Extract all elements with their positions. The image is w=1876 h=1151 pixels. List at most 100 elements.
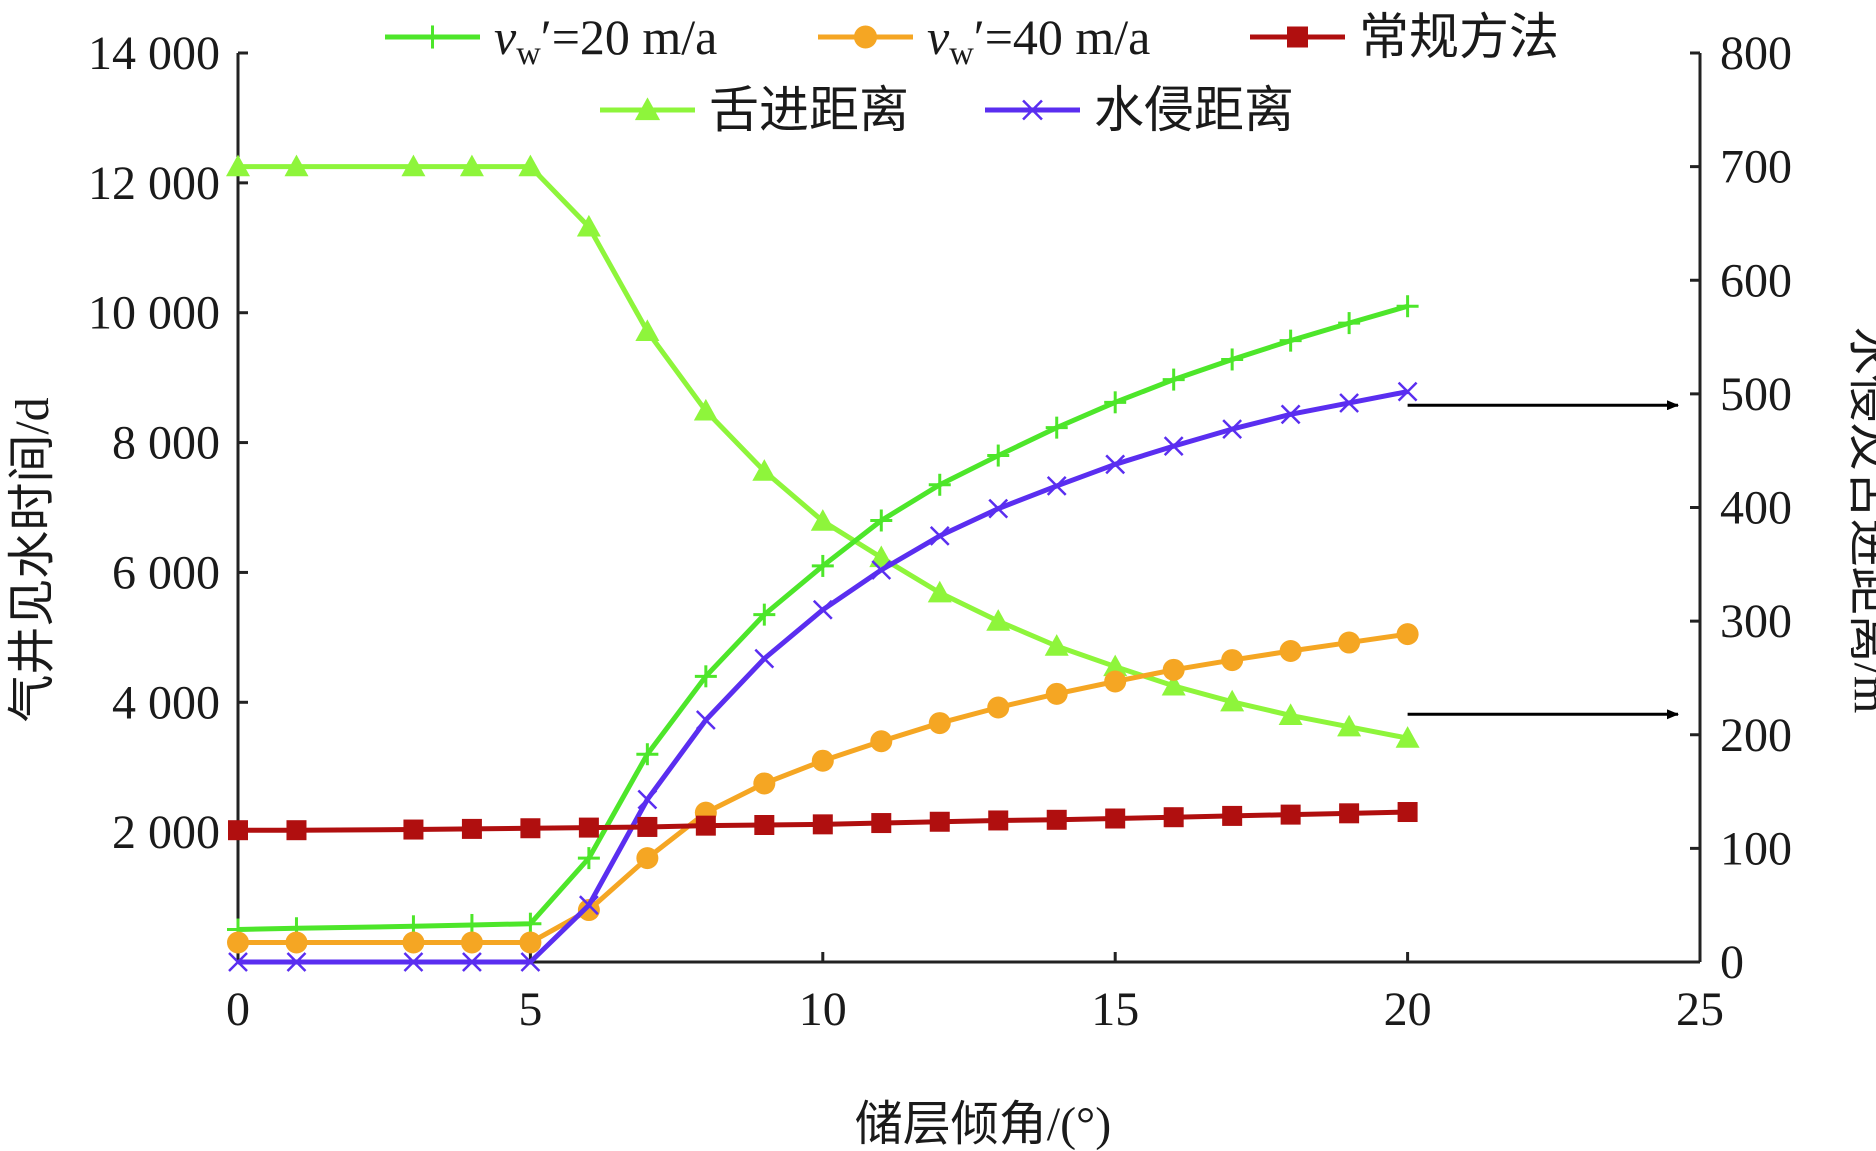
data-point [226, 154, 250, 177]
legend-swatch-marker [634, 97, 661, 121]
data-point [871, 813, 892, 834]
data-point [401, 154, 426, 177]
series-line [238, 389, 1409, 965]
data-point [811, 749, 834, 772]
data-point [752, 459, 777, 481]
legend-item: vw′=40 m/a [818, 9, 1150, 72]
data-point [1104, 670, 1127, 693]
data-point [928, 473, 951, 496]
legend-item: 舌进距离 [600, 82, 909, 138]
y-right-tick-label: 500 [1720, 368, 1792, 421]
y-left-tick-label: 8 000 [112, 417, 220, 470]
series-0 [227, 295, 1419, 941]
data-point [1395, 726, 1420, 748]
x-tick-label: 15 [1091, 983, 1139, 1036]
legend-label: 常规方法 [1359, 9, 1559, 65]
legend-item: 常规方法 [1250, 9, 1559, 65]
data-point [578, 895, 599, 916]
data-point [754, 648, 775, 669]
legend-item: 水侵距离 [985, 82, 1294, 138]
y-left-tick-label: 6 000 [112, 546, 220, 599]
data-point [1338, 312, 1361, 335]
data-point [1337, 714, 1362, 737]
data-point [987, 444, 1010, 467]
data-point [1397, 802, 1418, 823]
data-point [929, 526, 950, 546]
y-right-tick-label: 100 [1720, 822, 1792, 875]
legend-swatch-marker [1287, 26, 1308, 48]
legend-label: 舌进距离 [709, 82, 909, 138]
data-point [284, 154, 309, 177]
data-point [810, 509, 835, 531]
legend-swatch-marker [853, 25, 878, 49]
data-point [812, 599, 833, 620]
x-tick-label: 20 [1384, 983, 1432, 1036]
data-point [228, 820, 248, 841]
data-point [228, 952, 248, 972]
data-point [812, 814, 833, 835]
y-right-tick-label: 700 [1720, 141, 1792, 194]
x-tick-label: 25 [1676, 983, 1724, 1036]
data-point [1339, 803, 1360, 824]
y-left-axis-title: 气井见水时间/d [6, 397, 59, 722]
data-point [1105, 808, 1126, 829]
y-left-tick-label: 14 000 [88, 27, 220, 80]
data-point [988, 498, 1009, 519]
data-point [870, 509, 893, 532]
series-line [238, 164, 1409, 741]
y-right-axis-title: 水侵及舌进距离/m [1844, 327, 1876, 714]
data-point [577, 847, 600, 870]
data-point [693, 398, 718, 421]
legend-item: vw′=20 m/a [385, 9, 717, 72]
data-point [286, 820, 307, 841]
data-point [1280, 804, 1301, 825]
y-left-tick-label: 10 000 [88, 287, 220, 340]
data-point [1279, 639, 1302, 662]
data-point [1396, 623, 1419, 646]
data-point [519, 912, 542, 935]
data-point [1162, 658, 1185, 681]
data-point [403, 819, 424, 840]
y-right-tick-label: 400 [1720, 482, 1792, 535]
data-point [753, 772, 776, 795]
x-axis-title: 储层倾角/(°) [855, 1098, 1112, 1151]
legend-swatch-marker [420, 25, 445, 49]
x-tick-label: 10 [799, 983, 847, 1036]
series-2 [228, 802, 1418, 841]
data-point [929, 811, 950, 832]
series-3 [226, 154, 1420, 748]
data-point [285, 931, 308, 954]
data-point [461, 818, 482, 839]
data-point [1220, 689, 1245, 712]
data-point [1221, 649, 1244, 672]
data-point [1278, 703, 1303, 726]
data-point [1222, 805, 1243, 826]
data-point [459, 154, 484, 177]
annotations [1407, 400, 1679, 720]
data-point [694, 665, 717, 688]
data-point [1396, 295, 1419, 318]
data-point [1279, 329, 1302, 352]
y-left-tick-label: 4 000 [112, 676, 220, 729]
data-point [1045, 682, 1068, 705]
data-point [1163, 436, 1184, 457]
data-point [988, 810, 1009, 831]
data-point [695, 710, 716, 730]
data-point [403, 952, 424, 972]
data-point [987, 696, 1010, 719]
series-4 [228, 381, 1418, 972]
axes: 0 5 10 15 20 25 2 000 4 000 6 000 8 000 10 000 12 0… [88, 27, 1792, 1036]
data-point [811, 554, 834, 577]
data-point [1103, 654, 1128, 677]
data-point [1105, 454, 1126, 475]
data-point [1339, 393, 1360, 413]
data-point [927, 580, 952, 603]
data-point [869, 545, 894, 568]
data-point [754, 815, 775, 836]
y-right-tick-label: 800 [1720, 27, 1792, 80]
data-point [1045, 416, 1068, 439]
legend-swatch-marker [1022, 99, 1043, 121]
x-tick-label: 0 [226, 983, 250, 1036]
data-point [462, 952, 482, 972]
data-point [519, 931, 542, 954]
